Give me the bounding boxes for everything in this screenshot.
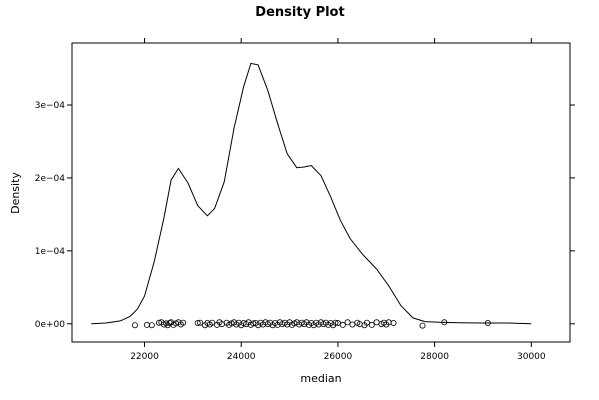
- rug-points: [131, 319, 491, 329]
- rug-point: [441, 319, 448, 326]
- rug-point: [209, 319, 216, 326]
- rug-point: [131, 322, 138, 329]
- x-tick-label: 26000: [324, 352, 353, 362]
- x-tick-label: 24000: [227, 352, 256, 362]
- rug-point: [194, 319, 201, 326]
- rug-point: [197, 319, 204, 326]
- x-tick-label: 28000: [420, 352, 449, 362]
- rug-point: [143, 321, 150, 328]
- rug-point: [344, 319, 351, 326]
- density-curve-line: [91, 62, 532, 325]
- rug-point: [484, 319, 491, 326]
- rug-point: [339, 321, 346, 328]
- y-tick-label: 3e−04: [35, 101, 66, 111]
- y-axis-label: Density: [9, 172, 22, 214]
- x-axis-label: median: [300, 372, 341, 385]
- x-tick-label: 30000: [517, 352, 546, 362]
- y-tick-label: 2e−04: [35, 174, 66, 184]
- y-tick-label: 1e−04: [35, 247, 66, 257]
- rug-point: [148, 322, 155, 329]
- rug-point: [419, 322, 426, 329]
- rug-point: [349, 321, 356, 328]
- chart-title: Density Plot: [255, 5, 344, 20]
- y-tick-label: 0e+00: [35, 320, 66, 330]
- rug-point: [368, 321, 375, 328]
- rug-point: [180, 319, 187, 326]
- plot-frame: [71, 42, 571, 343]
- rug-point: [332, 319, 339, 326]
- rug-point: [390, 319, 397, 326]
- y-axis-ticks: 0e+00 1e−04 2e−04 3e−04: [35, 101, 575, 330]
- x-axis-ticks: 22000 24000 26000 28000 30000: [130, 38, 546, 362]
- x-tick-label: 22000: [130, 352, 159, 362]
- rug-point: [363, 319, 370, 326]
